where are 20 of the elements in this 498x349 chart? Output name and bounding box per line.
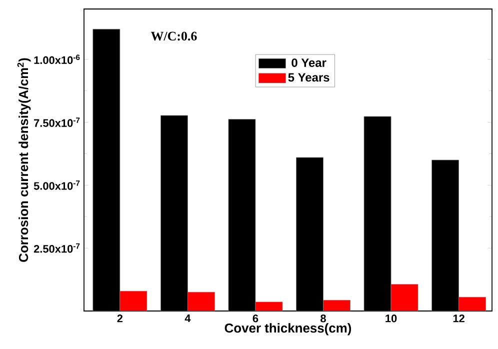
bar xyxy=(120,291,147,311)
x-tick-label: 8 xyxy=(320,314,326,322)
bar xyxy=(391,284,418,311)
y-tick-label: 7.50x10$^{-7}$ xyxy=(34,118,80,127)
y-tick-label: 1.00x10$^{-6}$ xyxy=(34,54,80,64)
bar xyxy=(323,300,350,311)
x-axis-title: Cover thickness(cm) xyxy=(224,323,352,336)
bar xyxy=(458,296,486,311)
y-tick-label: 2.50x10$^{-7}$ xyxy=(34,243,80,253)
y-axis-title: Corrosion current density(A/cm$^{2}$) xyxy=(17,58,31,262)
y-tick-label: 5.00x10$^{-7}$ xyxy=(34,180,80,190)
x-tick-label: 4 xyxy=(184,314,191,322)
x-tick-label: 12 xyxy=(453,314,464,322)
annotation: W/C:0.6 xyxy=(150,32,197,41)
bar xyxy=(188,292,215,311)
x-tick-label: 6 xyxy=(252,314,258,322)
x-tick-label: 2 xyxy=(117,314,123,322)
legend-label: 5 Years xyxy=(288,73,330,82)
legend-label: 0 Year xyxy=(292,58,326,67)
x-tick-label: 10 xyxy=(386,314,397,322)
